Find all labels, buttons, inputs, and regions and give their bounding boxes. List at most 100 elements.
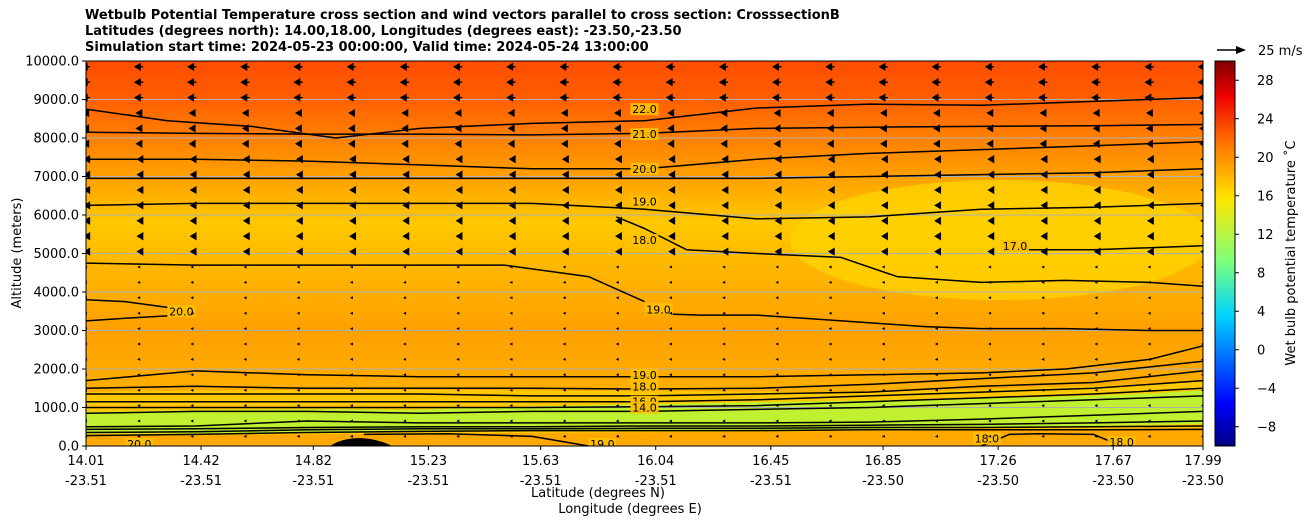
wind-vector-arrow <box>720 139 728 148</box>
wind-vector-arrow <box>456 327 460 331</box>
wind-vector-arrow <box>986 124 994 133</box>
wind-vector-arrow <box>665 93 675 102</box>
wind-vector-arrow <box>401 108 409 118</box>
wind-vector-arrow <box>1200 265 1203 269</box>
wind-vector-arrow <box>828 357 832 361</box>
wind-vector-arrow <box>561 247 569 256</box>
wind-vector-arrow <box>1146 201 1154 210</box>
wind-vector-arrow <box>187 78 197 87</box>
y-tick-label: 10000.0 <box>25 55 79 70</box>
wind-vector-arrow <box>349 170 357 179</box>
y-tick-label: 8000.0 <box>34 132 80 147</box>
wind-vector-arrow <box>509 265 513 269</box>
wind-vector-arrow <box>86 185 91 195</box>
wind-vector-arrow <box>988 419 992 423</box>
wind-vector-arrow <box>243 342 247 346</box>
wind-vector-arrow <box>403 296 407 300</box>
wind-vector-arrow <box>775 296 779 300</box>
wind-vector-arrow <box>881 373 885 377</box>
wind-vector-arrow <box>559 62 569 71</box>
wind-vector-arrow <box>509 327 513 331</box>
wind-vector-arrow <box>669 311 672 315</box>
wind-vector-arrow <box>669 296 672 300</box>
y-tick-label: 6000.0 <box>34 209 80 224</box>
wind-vector-arrow <box>1200 435 1203 438</box>
wind-vector-arrow <box>349 216 357 225</box>
wind-vector-arrow <box>562 327 566 331</box>
contour-label: 19.0 <box>590 438 615 451</box>
wind-vector-arrow <box>86 139 90 148</box>
wind-vector-arrow <box>1041 265 1045 269</box>
wind-vector-arrow <box>880 124 887 133</box>
wind-vector-arrow <box>456 280 460 284</box>
wind-vector-arrow <box>242 216 250 225</box>
wind-vector-arrow <box>667 139 675 148</box>
wind-vector-arrow <box>1146 185 1154 195</box>
wind-vector-arrow <box>722 311 726 315</box>
terrain <box>330 438 392 446</box>
wind-vector-arrow <box>988 265 992 269</box>
wind-vector-arrow <box>934 419 938 423</box>
wind-vector-arrow <box>1094 327 1098 331</box>
contour-label: 18.0 <box>975 432 1000 445</box>
colorbar-label: Wet bulb potential temperature ˚C <box>1283 140 1299 365</box>
wind-vector-arrow <box>931 62 941 71</box>
wind-vector-arrow <box>506 93 516 102</box>
wind-vector-arrow <box>615 185 622 195</box>
wind-vector-arrow <box>775 311 779 315</box>
wind-vector-arrow <box>86 124 90 133</box>
wind-vector-arrow <box>190 311 194 315</box>
wind-vector-arrow <box>403 342 407 346</box>
wind-vector-arrow <box>1146 155 1154 164</box>
wind-vector-arrow <box>1038 78 1048 87</box>
wind-vector-arrow <box>456 434 460 438</box>
contour-label: 22.0 <box>632 103 657 116</box>
wind-vector-arrow <box>562 419 566 423</box>
y-axis-ticks: 0.0 1000.0 2000.0 3000.0 4000.0 5000.0 6000.0 7… <box>25 55 86 455</box>
wind-vector-arrow <box>827 185 835 195</box>
wind-vector-arrow <box>506 62 516 71</box>
wind-vector-arrow <box>349 357 353 361</box>
wind-vector-arrow <box>453 62 463 71</box>
x-tick-label-lat: 15.63 <box>522 454 559 469</box>
wind-vector-arrow <box>1146 232 1154 241</box>
wind-vector-arrow <box>881 216 888 225</box>
y-tick-label: 1000.0 <box>34 401 80 416</box>
wind-vector-arrow <box>881 232 888 241</box>
wind-vector-arrow <box>615 296 619 300</box>
wind-vector-arrow <box>190 327 194 331</box>
contour-label: 18.0 <box>1109 436 1134 449</box>
wind-vector-arrow <box>775 280 779 284</box>
wind-vector-arrow <box>349 342 353 346</box>
contour-label-gap <box>972 432 1001 445</box>
wind-vector-arrow <box>348 139 356 148</box>
wind-vector-arrow <box>987 185 995 195</box>
wind-vector-arrow <box>669 357 672 361</box>
wind-vector-arrow <box>137 265 141 269</box>
wind-vector-arrow <box>243 373 247 377</box>
wind-vector-arrow <box>934 155 942 164</box>
wind-vector-arrow <box>1147 265 1151 269</box>
wind-vector-arrow <box>1145 108 1153 118</box>
wind-vector-arrow <box>827 201 835 210</box>
wind-vector-arrow <box>665 62 675 71</box>
wind-vector-arrow <box>1094 311 1098 315</box>
wind-vector-arrow <box>562 434 566 438</box>
wind-vector-arrow <box>615 434 619 438</box>
wind-vector-arrow <box>1147 327 1151 331</box>
wind-vector-arrow <box>509 373 513 377</box>
wind-vector-arrow <box>508 232 516 241</box>
wind-vector-arrow <box>1094 280 1098 284</box>
wind-vector-arrow <box>773 108 781 118</box>
wind-vector-arrow <box>984 62 995 71</box>
wind-vector-arrow <box>456 404 460 408</box>
wind-vector-arrow <box>188 108 196 118</box>
colorbar-tick-label: 4 <box>1257 305 1265 320</box>
wind-vector-arrow <box>454 124 462 133</box>
x-axis-label-lon: Longitude (degrees E) <box>558 502 702 517</box>
chart-title-line-1: Wetbulb Potential Temperature cross sect… <box>85 8 840 23</box>
wind-vector-arrow <box>133 93 144 102</box>
x-axis-ticks: 14.01 -23.51 14.42 -23.51 14.82 -23.51 15.23 -2… <box>65 446 1224 489</box>
wind-vector-arrow <box>456 357 460 361</box>
wind-vector-arrow <box>562 265 566 269</box>
